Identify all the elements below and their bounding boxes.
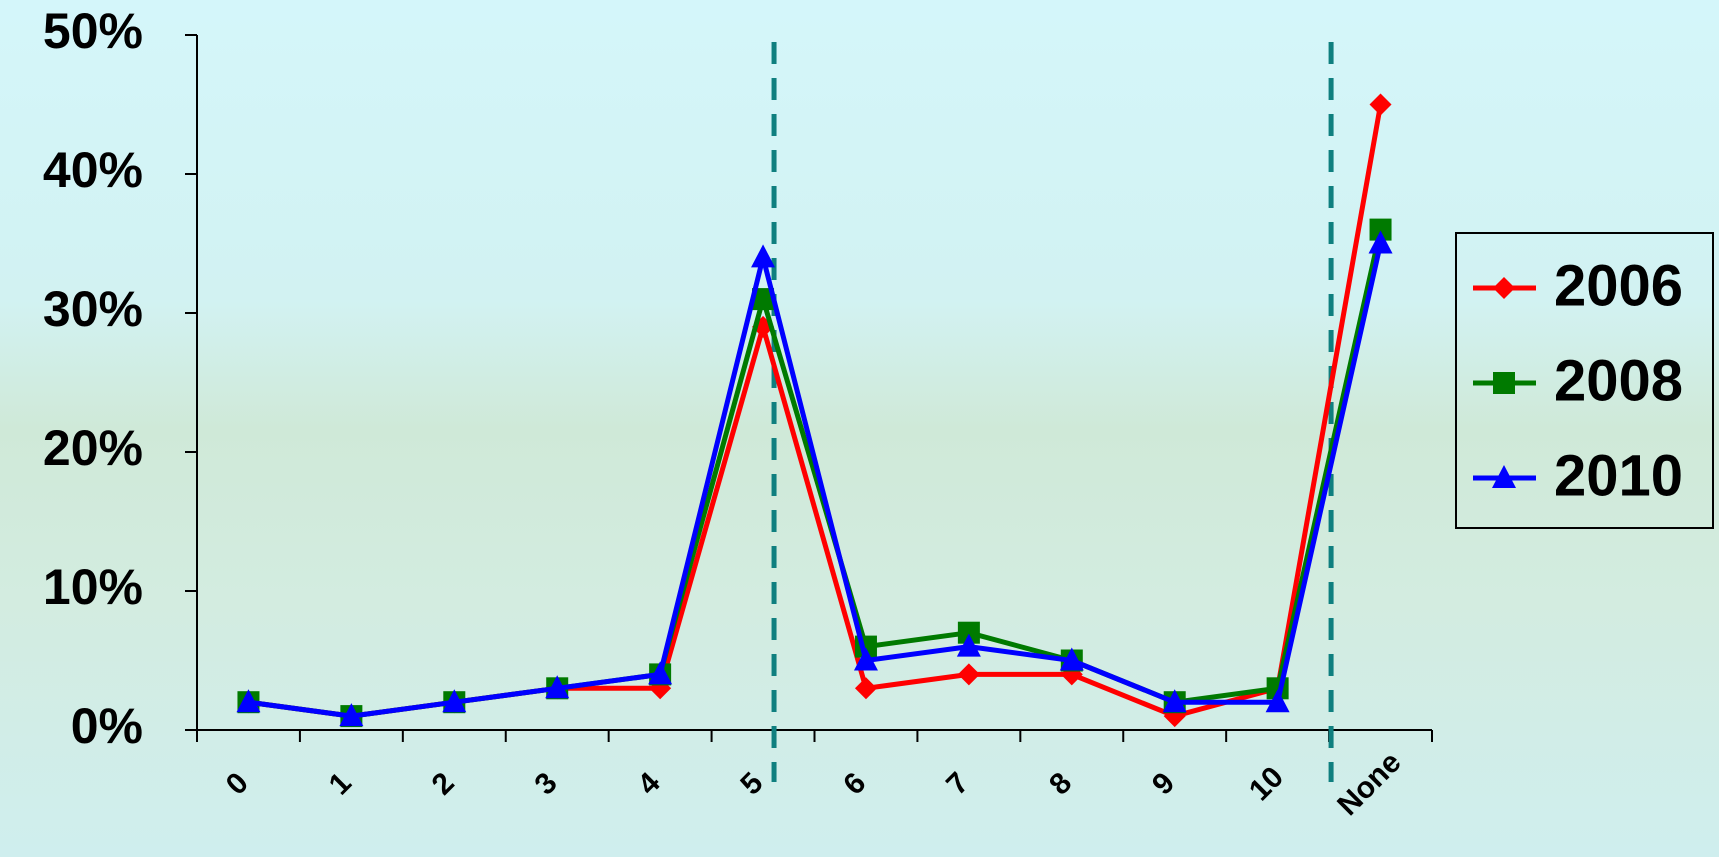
y-tick-label: 30% (43, 281, 143, 337)
legend-label: 2010 (1554, 443, 1683, 508)
background (0, 0, 1719, 857)
y-tick-label: 50% (43, 3, 143, 59)
y-tick-label: 40% (43, 142, 143, 198)
chart: 0%10%20%30%40%50%012345678910None2006200… (0, 0, 1719, 857)
y-tick-label: 0% (71, 698, 143, 754)
y-tick-label: 10% (43, 559, 143, 615)
legend-label: 2006 (1554, 253, 1683, 318)
legend-marker (1493, 372, 1515, 394)
legend-label: 2008 (1554, 348, 1683, 413)
y-tick-label: 20% (43, 420, 143, 476)
